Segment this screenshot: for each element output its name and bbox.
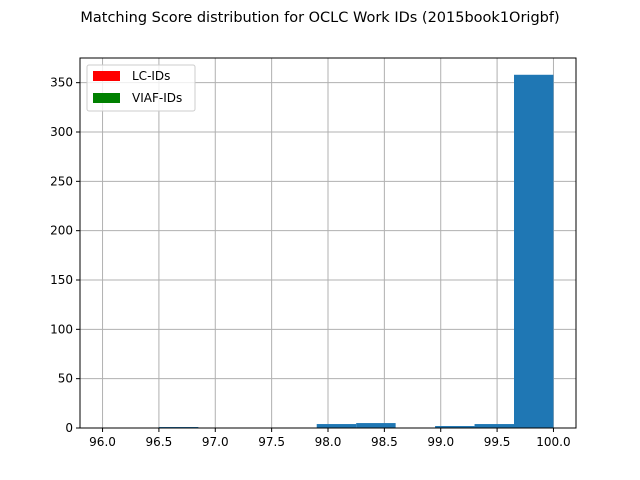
- y-tick-label: 350: [50, 76, 73, 90]
- histogram-bar: [435, 426, 475, 428]
- x-axis: 96.0 96.5 97.0 97.5 98.0 98.5 99.0 99.5 100.0: [89, 428, 571, 449]
- legend-swatch-lc-ids: [93, 71, 120, 81]
- x-tick-label: 99.5: [484, 435, 511, 449]
- legend-label-viaf-ids: VIAF-IDs: [132, 91, 182, 105]
- y-tick-label: 200: [50, 224, 73, 238]
- x-tick-label: 100.0: [536, 435, 570, 449]
- y-tick-label: 50: [58, 372, 73, 386]
- y-axis: 0 50 100 150 200 250 300 350: [50, 76, 80, 435]
- histogram-bar: [356, 423, 396, 428]
- x-tick-label: 98.5: [371, 435, 398, 449]
- y-tick-label: 250: [50, 174, 73, 188]
- bars: [158, 74, 554, 429]
- histogram-bar: [514, 74, 554, 429]
- y-tick-label: 300: [50, 125, 73, 139]
- x-tick-label: 97.0: [202, 435, 229, 449]
- x-tick-label: 98.0: [315, 435, 342, 449]
- histogram-bar: [474, 424, 514, 428]
- legend-swatch-viaf-ids: [93, 93, 120, 103]
- y-tick-label: 0: [65, 421, 73, 435]
- histogram-bar: [316, 424, 357, 428]
- legend-label-lc-ids: LC-IDs: [132, 69, 170, 83]
- x-tick-label: 99.0: [427, 435, 454, 449]
- chart-title: Matching Score distribution for OCLC Wor…: [80, 10, 559, 26]
- x-tick-label: 96.5: [146, 435, 173, 449]
- y-tick-label: 100: [50, 322, 73, 336]
- grid: [80, 58, 576, 429]
- x-tick-label: 97.5: [258, 435, 285, 449]
- x-tick-label: 96.0: [89, 435, 116, 449]
- legend: LC-IDs VIAF-IDs: [86, 64, 196, 112]
- y-tick-label: 150: [50, 273, 73, 287]
